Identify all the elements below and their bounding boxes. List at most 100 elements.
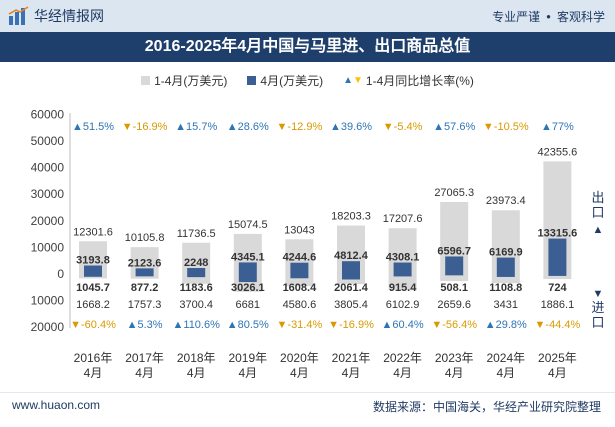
y-tick-label: 20000 xyxy=(31,214,65,228)
import-growth-label: ▼-44.4% xyxy=(535,319,581,331)
export-growth-label: ▼-16.9% xyxy=(122,121,168,133)
y-tick-label: 0 xyxy=(57,267,64,281)
export-cumulative-label: 18203.3 xyxy=(331,211,371,223)
x-tick-label: 4月 xyxy=(496,366,515,380)
import-cumulative-label: 1886.1 xyxy=(541,299,575,311)
import-monthly-label: 1608.4 xyxy=(283,282,318,294)
x-tick-label: 2020年 xyxy=(280,351,319,365)
x-tick-label: 4月 xyxy=(84,366,103,380)
export-monthly-label: 2123.6 xyxy=(128,257,162,269)
import-cumulative-label: 3805.4 xyxy=(334,299,368,311)
footer-divider xyxy=(0,392,615,393)
triangle-down-icon: ▼ xyxy=(353,74,363,86)
legend-swatch-cumulative xyxy=(141,75,151,85)
y-tick-label: 10000 xyxy=(31,240,65,254)
import-cumulative-label: 1757.3 xyxy=(128,299,162,311)
export-growth-label: ▲28.6% xyxy=(227,121,269,133)
export-growth-label: ▲51.5% xyxy=(72,121,114,133)
export-monthly-bar xyxy=(187,268,206,274)
legend-monthly: 4月(万美元) xyxy=(247,72,323,89)
export-cumulative-label: 15074.5 xyxy=(228,219,268,231)
import-monthly-bar xyxy=(342,274,360,280)
export-monthly-bar xyxy=(290,262,309,274)
export-monthly-bar xyxy=(238,262,257,274)
legend-label-cumulative: 1-4月(万美元) xyxy=(154,73,228,88)
export-cumulative-label: 23973.4 xyxy=(486,195,526,207)
export-monthly-bar xyxy=(496,257,515,274)
legend-cumulative: 1-4月(万美元) xyxy=(141,72,227,89)
export-growth-label: ▲15.7% xyxy=(175,121,217,133)
export-monthly-bar xyxy=(342,261,360,274)
x-tick-label: 2019年 xyxy=(228,351,267,365)
legend-growth: ▲ ▼ 1-4月同比增长率(%) xyxy=(343,72,474,89)
x-tick-label: 4月 xyxy=(342,366,361,380)
y-tick-label: 30000 xyxy=(31,187,65,201)
brand-name: 华经情报网 xyxy=(34,8,104,24)
import-growth-label: ▲60.4% xyxy=(382,319,424,331)
import-cumulative-label: 6681 xyxy=(236,299,260,311)
import-monthly-label: 1183.6 xyxy=(180,282,213,294)
export-monthly-bar xyxy=(548,238,567,274)
import-monthly-label: 508.1 xyxy=(440,282,468,294)
y-tick-label: 40000 xyxy=(31,161,65,175)
export-monthly-label: 4308.1 xyxy=(386,252,420,264)
legend-swatch-monthly xyxy=(247,75,257,85)
export-monthly-bar xyxy=(84,265,102,274)
export-monthly-label: 3193.8 xyxy=(76,255,110,267)
import-cumulative-label: 2659.6 xyxy=(437,299,471,311)
export-monthly-label: 6596.7 xyxy=(437,245,471,257)
data-source: 数据来源：中国海关，华经产业研究院整理 xyxy=(372,400,601,414)
import-monthly-bar xyxy=(496,274,515,277)
import-growth-label: ▼-60.4% xyxy=(70,319,116,331)
export-growth-label: ▼-5.4% xyxy=(383,121,423,133)
import-monthly-label: 3026.1 xyxy=(231,282,265,294)
export-cumulative-label: 13043 xyxy=(284,224,315,236)
import-monthly-label: 1108.8 xyxy=(489,282,522,294)
import-cumulative-label: 3431 xyxy=(494,299,518,311)
export-cumulative-label: 17207.6 xyxy=(383,213,423,225)
website-link[interactable]: www.huaon.com xyxy=(12,398,101,412)
legend-label-monthly: 4月(万美元) xyxy=(260,73,324,88)
export-arrow-icon: ▲ xyxy=(593,224,604,236)
x-tick-label: 4月 xyxy=(445,366,464,380)
import-cumulative-bar xyxy=(543,274,572,280)
chart-legend: 1-4月(万美元) 4月(万美元) ▲ ▼ 1-4月同比增长率(%) xyxy=(0,70,615,90)
legend-label-growth: 1-4月同比增长率(%) xyxy=(365,73,474,88)
export-monthly-label: 6169.9 xyxy=(489,247,523,259)
tagline-1: 专业严谨 xyxy=(492,10,541,24)
import-cumulative-bar xyxy=(491,274,520,284)
y-tick-label: 60000 xyxy=(31,107,65,121)
export-cumulative-label: 42355.6 xyxy=(538,146,578,158)
import-cumulative-bar xyxy=(440,274,469,282)
import-growth-label: ▼-16.9% xyxy=(328,319,374,331)
triangle-up-icon: ▲ xyxy=(343,74,353,86)
import-cumulative-bar xyxy=(388,274,417,291)
x-tick-label: 2023年 xyxy=(435,351,474,365)
export-monthly-label: 13315.6 xyxy=(538,228,578,240)
import-monthly-label: 724 xyxy=(548,282,567,294)
export-monthly-bar xyxy=(135,268,154,274)
import-monthly-bar xyxy=(187,274,206,278)
export-side-label: 出 xyxy=(591,190,604,205)
import-growth-label: ▲5.3% xyxy=(127,319,163,331)
x-tick-label: 4月 xyxy=(238,366,257,380)
import-side-label: 口 xyxy=(591,315,604,330)
import-monthly-bar xyxy=(84,274,102,277)
x-tick-label: 2017年 xyxy=(125,351,164,365)
x-tick-label: 4月 xyxy=(135,366,154,380)
import-cumulative-bar xyxy=(130,274,159,279)
logo: 华经情报网 xyxy=(8,6,104,26)
export-monthly-label: 4244.6 xyxy=(283,252,317,264)
import-monthly-bar xyxy=(445,274,464,276)
export-growth-label: ▲57.6% xyxy=(433,121,475,133)
import-cumulative-label: 4580.6 xyxy=(283,299,317,311)
y-tick-label: 10000 xyxy=(31,294,65,308)
export-cumulative-label: 12301.6 xyxy=(73,226,113,238)
x-tick-label: 2018年 xyxy=(177,351,216,365)
x-tick-label: 4月 xyxy=(393,366,412,380)
export-side-label: 口 xyxy=(591,205,604,220)
import-side-label: 进 xyxy=(591,300,604,315)
import-cumulative-label: 1668.2 xyxy=(76,299,110,311)
import-growth-label: ▲110.6% xyxy=(173,319,221,331)
